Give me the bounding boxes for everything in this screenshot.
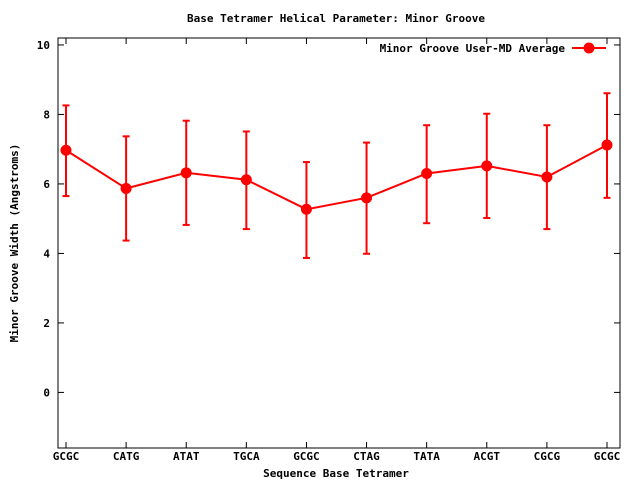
series-line [65, 144, 608, 211]
y-axis-label: Minor Groove Width (Angstroms) [8, 144, 21, 343]
x-tick-label: GCGC [293, 450, 320, 463]
x-tick-label: GCGC [594, 450, 621, 463]
legend-marker [583, 42, 595, 54]
x-tick-label: TGCA [233, 450, 260, 463]
legend-label: Minor Groove User-MD Average [380, 42, 566, 55]
y-tick-label: 4 [43, 247, 50, 260]
y-tick-label: 6 [43, 178, 50, 191]
data-point [541, 171, 553, 183]
x-tick-label: CTAG [353, 450, 380, 463]
x-axis: GCGC CATG ATAT TGCA GCGC CTAG TATA ACGT CGCG GCGC [53, 38, 621, 463]
data-point [120, 182, 132, 194]
chart-title: Base Tetramer Helical Parameter: Minor G… [187, 12, 485, 25]
data-point [180, 167, 192, 179]
x-tick-label: CGCG [534, 450, 561, 463]
data-point [481, 160, 493, 172]
legend: Minor Groove User-MD Average [380, 42, 606, 55]
x-tick-label: ACGT [474, 450, 501, 463]
data-point [361, 192, 373, 204]
x-tick-label: ATAT [173, 450, 200, 463]
y-tick-label: 0 [43, 386, 50, 399]
plot-frame [57, 37, 621, 449]
data-point [421, 168, 433, 180]
x-tick-label: TATA [413, 450, 440, 463]
data-point [240, 174, 252, 186]
x-axis-label: Sequence Base Tetramer [263, 467, 409, 480]
y-axis: 0 2 4 6 8 10 [37, 39, 620, 399]
series-layer [60, 92, 613, 259]
x-tick-label: CATG [113, 450, 140, 463]
data-point [601, 139, 613, 151]
y-tick-label: 8 [43, 108, 50, 121]
y-tick-label: 2 [43, 317, 50, 330]
data-point [60, 144, 72, 156]
y-tick-label: 10 [37, 39, 50, 52]
x-tick-label: GCGC [53, 450, 80, 463]
data-point [300, 203, 312, 215]
